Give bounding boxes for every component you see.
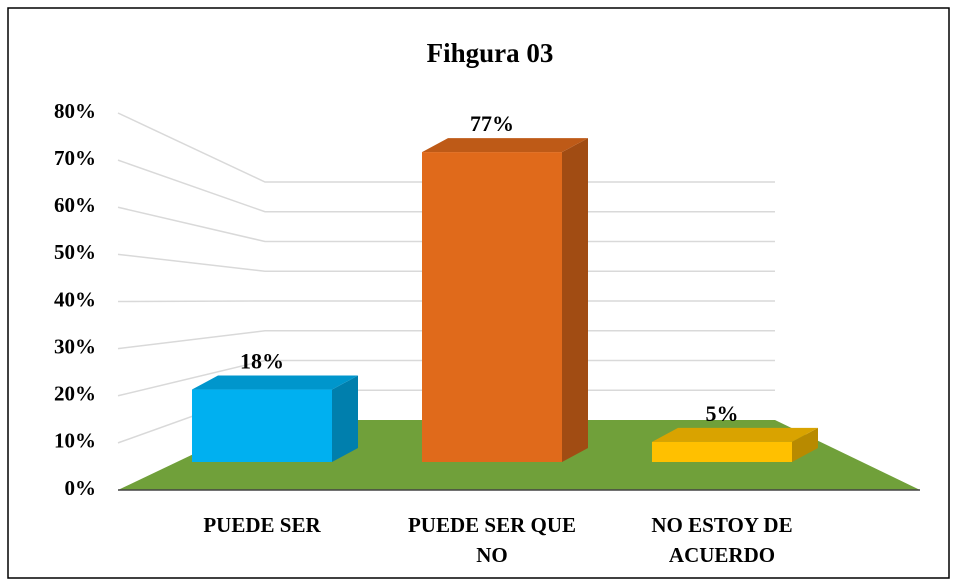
x-tick-label: PUEDE SER [203,513,321,537]
bar-top [422,138,588,153]
grid-line [117,253,775,272]
y-tick-label: 20% [54,382,96,406]
bar-side [792,427,818,462]
y-tick-label: 30% [54,334,96,358]
bar [192,389,332,462]
y-tick-label: 50% [54,240,96,264]
y-tick-label: 60% [54,193,96,217]
grid-line [117,206,775,243]
x-tick-label: PUEDE SER QUE NO [407,513,577,567]
value-label: 5% [706,401,739,426]
grid-line [117,159,775,213]
y-tick-label: 80% [54,99,96,123]
y-tick-label: 40% [54,287,96,311]
value-label: 77% [470,111,514,136]
grid-line [117,112,775,183]
bar-top [192,375,358,390]
bar-side [332,375,358,462]
bar [652,441,792,462]
grid-line [117,359,775,397]
y-tick-label: 10% [54,429,96,453]
grid-line [117,300,775,303]
chart-title: Fihgura 03 [427,38,554,68]
y-tick-label: 70% [54,146,96,170]
value-label: 18% [240,349,284,374]
bar [422,152,562,462]
x-tick-label: NO ESTOY DE ACUERDO [651,513,793,567]
y-tick-label: 0% [65,476,97,500]
grid-line [117,330,775,350]
bar-top [652,427,818,442]
bar-side [562,138,588,462]
